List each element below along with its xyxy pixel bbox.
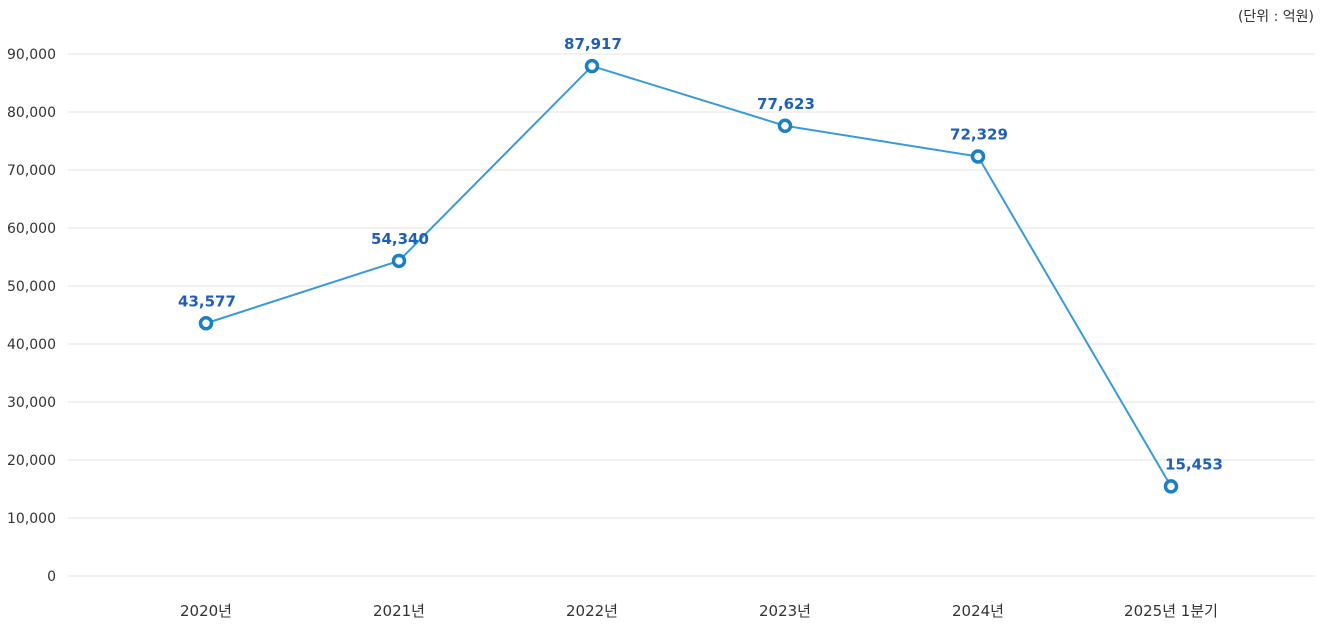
y-tick-label: 60,000 xyxy=(7,221,56,237)
data-point[interactable] xyxy=(970,149,986,164)
x-tick-label: 2023년 xyxy=(759,602,811,620)
unit-note: (단위 : 억원) xyxy=(1237,9,1314,25)
data-point[interactable] xyxy=(584,58,600,74)
data-point[interactable] xyxy=(1163,479,1179,494)
x-tick-label: 2024년 xyxy=(952,602,1004,620)
data-points xyxy=(198,58,1179,494)
x-tick-label: 2025년 1분기 xyxy=(1124,602,1218,620)
y-tick-label: 90,000 xyxy=(7,47,56,63)
y-tick-label: 40,000 xyxy=(7,337,56,353)
x-axis-ticks: 2020년 2021년 2022년 2023년 2024년 2025년 1분기 xyxy=(180,602,1218,620)
grid-lines xyxy=(68,53,1315,577)
data-label: 54,340 xyxy=(371,230,429,248)
y-tick-label: 70,000 xyxy=(7,163,56,179)
x-tick-label: 2021년 xyxy=(373,602,425,620)
x-tick-label: 2022년 xyxy=(566,602,618,620)
data-label: 15,453 xyxy=(1165,455,1223,473)
y-tick-label: 30,000 xyxy=(7,395,56,411)
x-tick-label: 2020년 xyxy=(180,602,232,620)
data-label: 43,577 xyxy=(178,292,236,310)
data-label: 87,917 xyxy=(564,35,622,53)
y-tick-label: 20,000 xyxy=(7,453,56,469)
y-axis-ticks: 0 10,000 20,000 30,000 40,000 50,000 60,000 70,… xyxy=(7,47,56,585)
y-tick-label: 10,000 xyxy=(7,511,56,527)
y-tick-label: 80,000 xyxy=(7,105,56,121)
data-point[interactable] xyxy=(777,118,793,134)
data-label: 77,623 xyxy=(757,95,815,113)
series-line-layer xyxy=(205,64,1172,487)
data-point[interactable] xyxy=(198,316,214,331)
series-line xyxy=(205,64,1172,487)
y-tick-label: 0 xyxy=(47,569,56,585)
data-label: 72,329 xyxy=(950,125,1008,143)
y-tick-label: 50,000 xyxy=(7,279,56,295)
data-point[interactable] xyxy=(391,253,407,269)
data-labels: 43,577 54,340 87,917 77,623 72,329 15,453 xyxy=(178,35,1223,473)
